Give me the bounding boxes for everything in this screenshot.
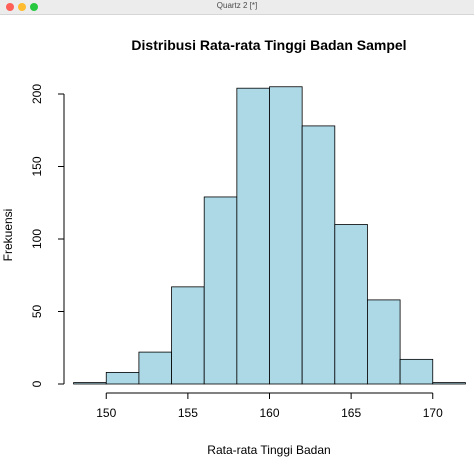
x-axis: 150 155 160 165 170 — [96, 392, 443, 420]
histogram-bar-10 — [399, 358, 434, 385]
y-tick-label-150: 150 — [30, 156, 44, 176]
histogram-bar-6 — [269, 86, 303, 385]
histogram-bar-2 — [138, 351, 172, 385]
histogram-bar-1 — [105, 371, 140, 385]
y-axis-label: Frekuensi — [1, 209, 15, 262]
histogram-bar-8 — [334, 224, 368, 385]
y-tick-label-100: 100 — [30, 229, 44, 249]
close-window-button[interactable] — [6, 3, 14, 11]
histogram-bar-3 — [171, 286, 205, 385]
x-tick-label-165: 165 — [341, 406, 361, 420]
histogram-bar-9 — [367, 299, 401, 385]
zoom-window-button[interactable] — [30, 3, 38, 11]
histogram-chart: Distribusi Rata-rata Tinggi Badan Sampel… — [1, 37, 466, 457]
histogram-bar-11 — [432, 382, 466, 385]
window-titlebar: Quartz 2 [*] — [0, 0, 474, 15]
x-tick-label-150: 150 — [96, 406, 116, 420]
minimize-window-button[interactable] — [18, 3, 26, 11]
x-axis-label: Rata-rata Tinggi Badan — [207, 443, 330, 457]
histogram-bar-7 — [301, 125, 336, 385]
y-tick-label-200: 200 — [30, 84, 44, 104]
x-tick-label-160: 160 — [259, 406, 279, 420]
histogram-bar-0 — [73, 382, 107, 385]
window-title: Quartz 2 [*] — [216, 1, 258, 10]
x-tick-label-155: 155 — [178, 406, 198, 420]
histogram-bar-4 — [203, 196, 238, 385]
x-tick-label-170: 170 — [423, 406, 443, 420]
chart-title: Distribusi Rata-rata Tinggi Badan Sampel — [131, 37, 406, 53]
y-tick-label-0: 0 — [30, 380, 44, 387]
y-axis: 0 50 100 150 200 — [30, 84, 65, 387]
y-tick-label-50: 50 — [30, 305, 44, 319]
histogram-bar-5 — [236, 87, 270, 385]
bars-group — [73, 86, 466, 385]
